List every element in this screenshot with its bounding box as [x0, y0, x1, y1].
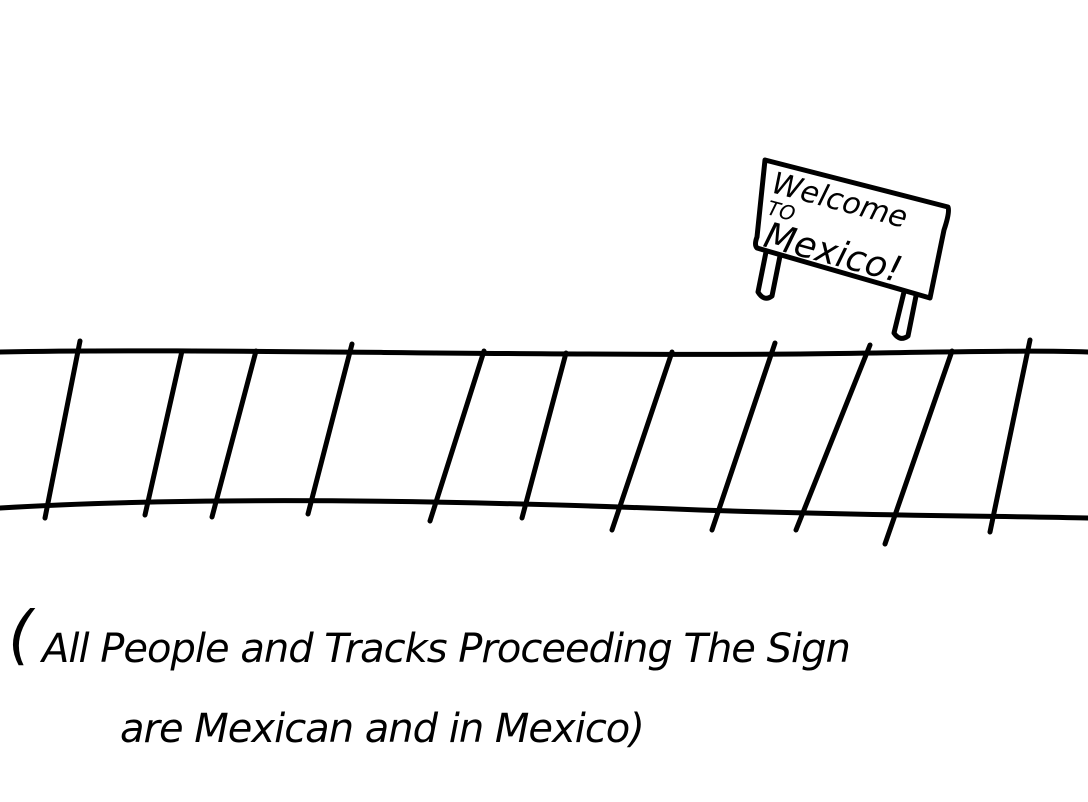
track-tie	[709, 340, 778, 533]
caption: ( All People and Tracks Proceeding The S…	[0, 600, 1088, 790]
caption-open-paren: (	[8, 599, 33, 673]
track-tie	[987, 337, 1033, 535]
track-tie	[42, 338, 83, 521]
track-tie	[305, 341, 355, 517]
sign-board	[753, 157, 951, 301]
track-tie	[882, 348, 955, 547]
sign-right-post	[891, 289, 919, 341]
track-tie	[209, 348, 259, 520]
sign-left-post	[755, 249, 783, 301]
bottom-rail	[0, 498, 1088, 521]
caption-line-2: are Mexican and in Mexico)	[120, 706, 645, 752]
top-rail	[0, 348, 1088, 357]
welcome-sign: Welcome TO Mexico!	[753, 157, 951, 341]
track-tie	[142, 348, 185, 518]
track-tie	[793, 342, 873, 533]
railroad-tracks	[0, 337, 1088, 547]
track-tie	[519, 350, 569, 521]
track-tie	[609, 349, 675, 533]
track-tie	[427, 348, 487, 524]
caption-line-1: All People and Tracks Proceeding The Sig…	[42, 626, 851, 672]
